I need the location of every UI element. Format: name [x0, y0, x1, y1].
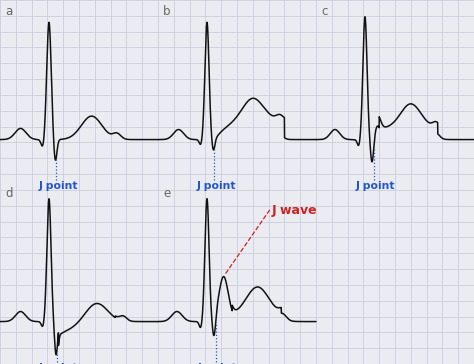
Text: J point: J point: [38, 181, 78, 191]
Text: J point: J point: [39, 363, 78, 364]
Text: J point: J point: [356, 181, 395, 191]
Text: d: d: [5, 187, 12, 200]
Text: e: e: [163, 187, 170, 200]
Text: J point: J point: [198, 363, 237, 364]
Text: J wave: J wave: [272, 204, 318, 217]
Text: c: c: [321, 5, 328, 18]
Text: J point: J point: [196, 181, 236, 191]
Text: b: b: [163, 5, 171, 18]
Text: a: a: [5, 5, 12, 18]
